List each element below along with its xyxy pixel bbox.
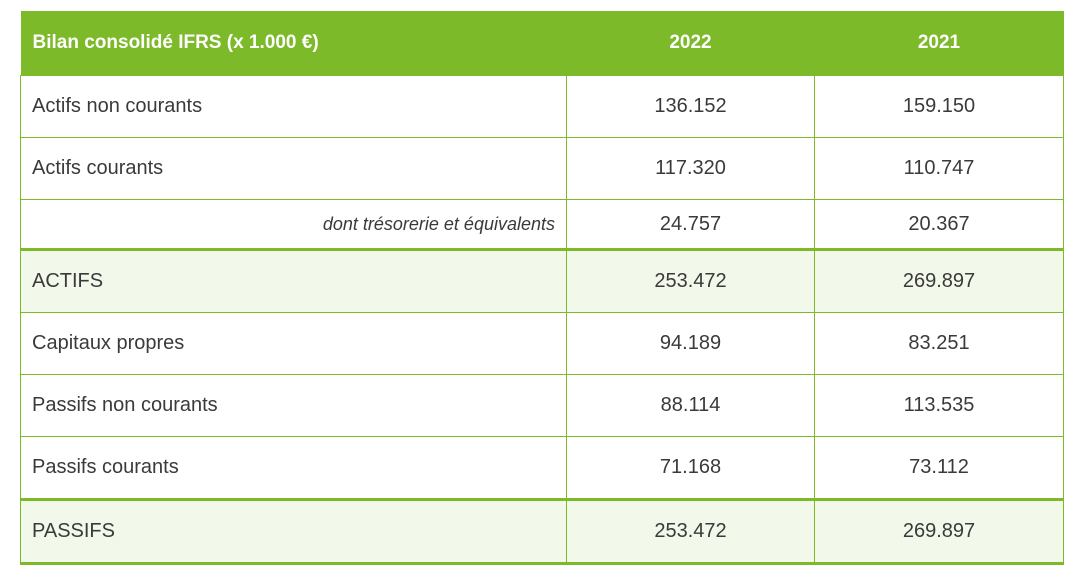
row-label: PASSIFS [20, 498, 567, 565]
value-2022: 253.472 [566, 248, 815, 313]
value-2021: 83.251 [814, 312, 1064, 375]
table-row-sub: dont trésorerie et équivalents 24.757 20… [20, 199, 1064, 250]
table-row: Capitaux propres 94.189 83.251 [20, 312, 1064, 375]
table-row: Passifs non courants 88.114 113.535 [20, 374, 1064, 437]
header-year-2022: 2022 [566, 11, 815, 76]
value-2021: 113.535 [814, 374, 1064, 437]
table-row-total: PASSIFS 253.472 269.897 [20, 498, 1064, 565]
value-2021: 73.112 [814, 436, 1064, 500]
row-label: ACTIFS [20, 248, 567, 313]
value-2022: 94.189 [566, 312, 815, 375]
table-row-total: ACTIFS 253.472 269.897 [20, 248, 1064, 313]
value-2022: 136.152 [566, 75, 815, 138]
row-label: Actifs non courants [20, 75, 567, 138]
value-2021: 159.150 [814, 75, 1064, 138]
table-row: Passifs courants 71.168 73.112 [20, 436, 1064, 500]
row-label: dont trésorerie et équivalents [20, 199, 567, 250]
table-header: Bilan consolidé IFRS (x 1.000 €) 2022 20… [20, 11, 1064, 76]
value-2022: 88.114 [566, 374, 815, 437]
value-2021: 269.897 [814, 248, 1064, 313]
value-2021: 269.897 [814, 498, 1064, 565]
balance-sheet-table: Bilan consolidé IFRS (x 1.000 €) 2022 20… [20, 11, 1064, 565]
table-row: Actifs non courants 136.152 159.150 [20, 75, 1064, 138]
value-2022: 24.757 [566, 199, 815, 250]
value-2021: 110.747 [814, 137, 1064, 200]
row-label: Capitaux propres [20, 312, 567, 375]
table-body: Actifs non courants 136.152 159.150 Acti… [20, 75, 1064, 565]
header-row: Bilan consolidé IFRS (x 1.000 €) 2022 20… [20, 11, 1064, 76]
value-2022: 71.168 [566, 436, 815, 500]
header-year-2021: 2021 [814, 11, 1064, 76]
value-2021: 20.367 [814, 199, 1064, 250]
value-2022: 117.320 [566, 137, 815, 200]
row-label: Actifs courants [20, 137, 567, 200]
table-row: Actifs courants 117.320 110.747 [20, 137, 1064, 200]
header-label: Bilan consolidé IFRS (x 1.000 €) [20, 11, 567, 76]
row-label: Passifs non courants [20, 374, 567, 437]
row-label: Passifs courants [20, 436, 567, 500]
value-2022: 253.472 [566, 498, 815, 565]
